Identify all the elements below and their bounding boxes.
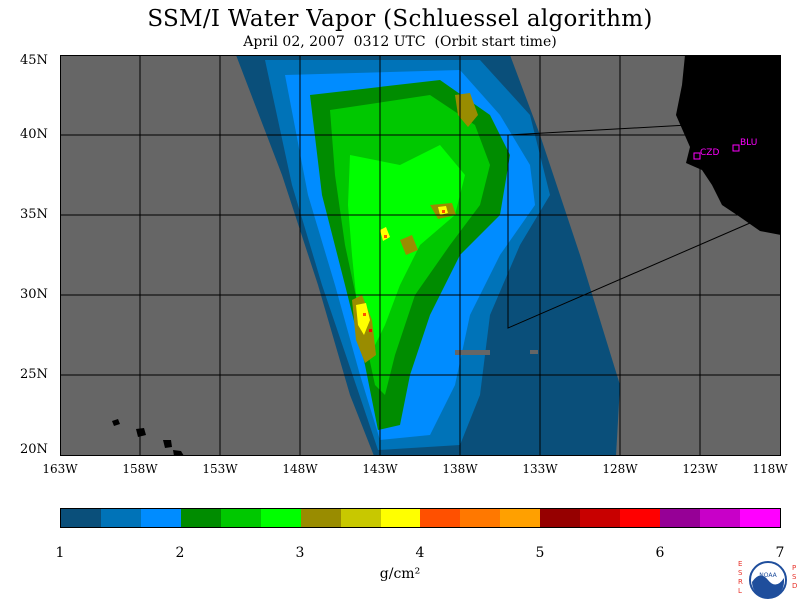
lat-label: 45N — [20, 53, 48, 68]
lat-label: 30N — [20, 287, 48, 302]
swath-vapor-high — [384, 235, 387, 238]
colorbar — [60, 508, 781, 528]
station-label-blu: BLU — [740, 138, 758, 148]
swath-vapor-high — [363, 313, 366, 316]
north-america-land — [676, 55, 781, 235]
colorbar-segment — [260, 509, 301, 527]
swath-vapor-3-3.3 — [455, 93, 478, 127]
lat-label: 35N — [20, 207, 48, 222]
esrl-letters: E S R L — [738, 560, 744, 596]
colorbar-tick: 7 — [775, 545, 785, 561]
colorbar-segment — [700, 509, 740, 527]
colorbar-unit: g/cm² — [379, 566, 421, 582]
lon-label: 153W — [202, 462, 238, 476]
colorbar-segment — [620, 509, 661, 527]
region-outline — [507, 124, 751, 329]
swath-vapor-high — [369, 329, 372, 332]
swath-vapor-3.7-4 — [356, 303, 370, 335]
lon-label: 123W — [682, 462, 718, 476]
logo-letter: S — [792, 573, 797, 581]
chart-title: SSM/I Water Vapor (Schluessel algorithm) — [147, 6, 653, 32]
swath-vapor-high — [442, 210, 445, 213]
logo-letter: L — [738, 587, 742, 595]
station-label-czd: CZD — [700, 148, 720, 158]
logo-letter: S — [738, 569, 743, 577]
logo-letter: P — [792, 564, 797, 572]
lon-label: 163W — [42, 462, 78, 476]
colorbar-segment — [460, 509, 501, 527]
lon-label: 118W — [752, 462, 788, 476]
lon-label: 128W — [602, 462, 638, 476]
colorbar-tick: 3 — [295, 545, 305, 561]
psd-letters: P S D — [792, 564, 798, 591]
colorbar-segment — [739, 509, 780, 527]
colorbar-segment — [340, 509, 381, 527]
chart-subtitle: April 02, 2007 0312 UTC (Orbit start tim… — [243, 34, 557, 50]
station-marker-czd — [693, 152, 701, 160]
lon-label: 133W — [522, 462, 558, 476]
swath-gap — [455, 350, 490, 355]
colorbar-tick: 1 — [55, 545, 65, 561]
colorbar-segment — [180, 509, 221, 527]
swath-gap — [530, 350, 538, 354]
noaa-logo-text: NOAA — [759, 572, 777, 579]
graticule — [60, 55, 781, 456]
water-vapor-map — [60, 55, 781, 456]
colorbar-tick: 4 — [415, 545, 425, 561]
colorbar-segment — [500, 509, 541, 527]
colorbar-segment — [100, 509, 141, 527]
noaa-logo-icon: NOAA — [749, 561, 787, 599]
lat-label: 40N — [20, 127, 48, 142]
colorbar-segment — [580, 509, 621, 527]
lon-label: 148W — [282, 462, 318, 476]
colorbar-tick: 2 — [175, 545, 185, 561]
logo-letter: R — [738, 578, 743, 586]
colorbar-segment — [380, 509, 421, 527]
lon-label: 138W — [442, 462, 478, 476]
colorbar-segment — [61, 509, 101, 527]
colorbar-tick: 5 — [535, 545, 545, 561]
lon-label: 158W — [122, 462, 158, 476]
station-marker-blu — [732, 144, 740, 152]
hawaii-island — [163, 440, 172, 448]
colorbar-segment — [300, 509, 341, 527]
lat-label: 20N — [20, 442, 48, 457]
lon-label: 143W — [362, 462, 398, 476]
colorbar-segment — [420, 509, 461, 527]
colorbar-tick: 6 — [655, 545, 665, 561]
swath-vapor-3.7-4 — [380, 227, 390, 241]
swath-vapor-3-3.3 — [400, 235, 418, 255]
map-frame — [60, 55, 781, 456]
lat-label: 25N — [20, 367, 48, 382]
logo-letter: E — [738, 560, 743, 568]
colorbar-segment — [140, 509, 181, 527]
colorbar-segment — [220, 509, 261, 527]
logo-letter: D — [792, 582, 798, 590]
hawaii-island — [173, 450, 184, 456]
colorbar-segment — [540, 509, 581, 527]
colorbar-segment — [660, 509, 700, 527]
hawaii-island — [136, 428, 146, 437]
hawaii-island — [112, 419, 120, 426]
